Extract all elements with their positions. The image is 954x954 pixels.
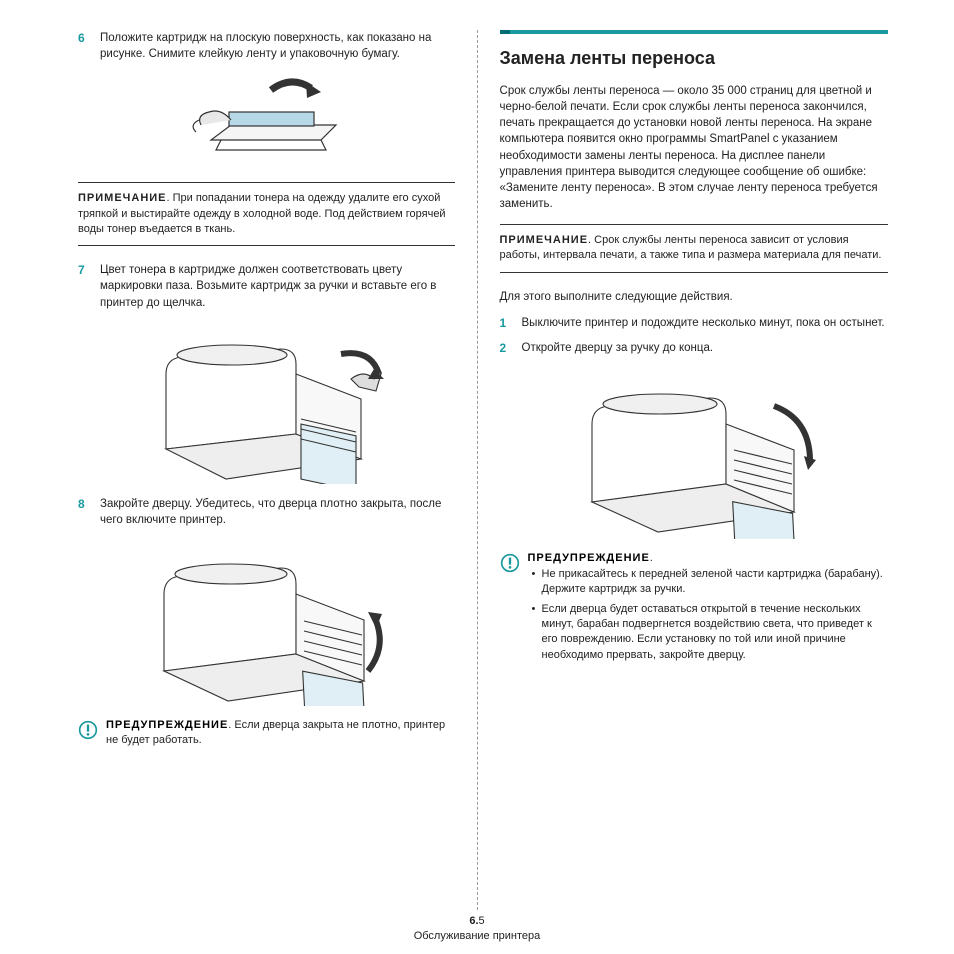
illustration-printer-close: [78, 536, 455, 706]
step-number: 8: [78, 496, 90, 528]
section-rule: [500, 30, 888, 34]
warning-bullet: Не прикасайтесь к передней зеленой части…: [532, 567, 888, 598]
footer-page: 5: [479, 915, 485, 927]
illustration-cartridge-flat: [78, 70, 455, 170]
intro-paragraph: Срок службы ленты переноса — около 35 00…: [500, 83, 888, 212]
warning-drum: ПРЕДУПРЕЖДЕНИЕ. Не прикасайтесь к передн…: [500, 551, 888, 667]
warning-icon: [500, 553, 520, 573]
note-belt-life: ПРИМЕЧАНИЕ. Срок службы ленты переноса з…: [500, 224, 888, 273]
step-text: Закройте дверцу. Убедитесь, что дверца п…: [100, 496, 455, 528]
warning-dot: .: [650, 552, 653, 564]
illustration-printer-open: [500, 364, 888, 539]
lead-sentence: Для этого выполните следующие действия.: [500, 289, 888, 305]
step-text: Положите картридж на плоскую поверхность…: [100, 30, 455, 62]
step-number: 7: [78, 262, 90, 310]
step-8: 8 Закройте дверцу. Убедитесь, что дверца…: [78, 496, 455, 528]
warning-door-not-closed: ПРЕДУПРЕЖДЕНИЕ. Если дверца закрыта не п…: [78, 718, 455, 749]
step-number: 1: [500, 315, 512, 332]
warning-bullets: Не прикасайтесь к передней зеленой части…: [532, 567, 888, 663]
warning-label: ПРЕДУПРЕЖДЕНИЕ: [528, 552, 650, 564]
step-number: 6: [78, 30, 90, 62]
section-title: Замена ленты переноса: [500, 46, 888, 71]
warning-bullet: Если дверца будет оставаться открытой в …: [532, 602, 888, 664]
warning-icon: [78, 720, 98, 740]
step-7: 7 Цвет тонера в картридже должен соответ…: [78, 262, 455, 310]
step-number: 2: [500, 340, 512, 357]
warning-label: ПРЕДУПРЕЖДЕНИЕ: [106, 719, 228, 731]
warning-body: ПРЕДУПРЕЖДЕНИЕ. Если дверца закрыта не п…: [106, 718, 455, 749]
step-text: Выключите принтер и подождите несколько …: [522, 315, 888, 332]
illustration-printer-insert: [78, 319, 455, 484]
right-column: Замена ленты переноса Срок службы ленты …: [478, 30, 894, 910]
left-column: 6 Положите картридж на плоскую поверхнос…: [60, 30, 477, 910]
warning-body: ПРЕДУПРЕЖДЕНИЕ. Не прикасайтесь к передн…: [528, 551, 888, 667]
page-footer: 6.5 Обслуживание принтера: [60, 914, 894, 945]
step-text: Цвет тонера в картридже должен соответст…: [100, 262, 455, 310]
step-2: 2 Откройте дверцу за ручку до конца.: [500, 340, 888, 357]
footer-title: Обслуживание принтера: [60, 929, 894, 944]
note-label: ПРИМЕЧАНИЕ: [78, 192, 167, 204]
step-text: Откройте дверцу за ручку до конца.: [522, 340, 888, 357]
footer-chapter: 6.: [469, 915, 478, 927]
step-6: 6 Положите картридж на плоскую поверхнос…: [78, 30, 455, 62]
step-1: 1 Выключите принтер и подождите нескольк…: [500, 315, 888, 332]
note-label: ПРИМЕЧАНИЕ: [500, 234, 589, 246]
page-columns: 6 Положите картридж на плоскую поверхнос…: [60, 30, 894, 910]
note-toner-clothes: ПРИМЕЧАНИЕ. При попадании тонера на одеж…: [78, 182, 455, 246]
